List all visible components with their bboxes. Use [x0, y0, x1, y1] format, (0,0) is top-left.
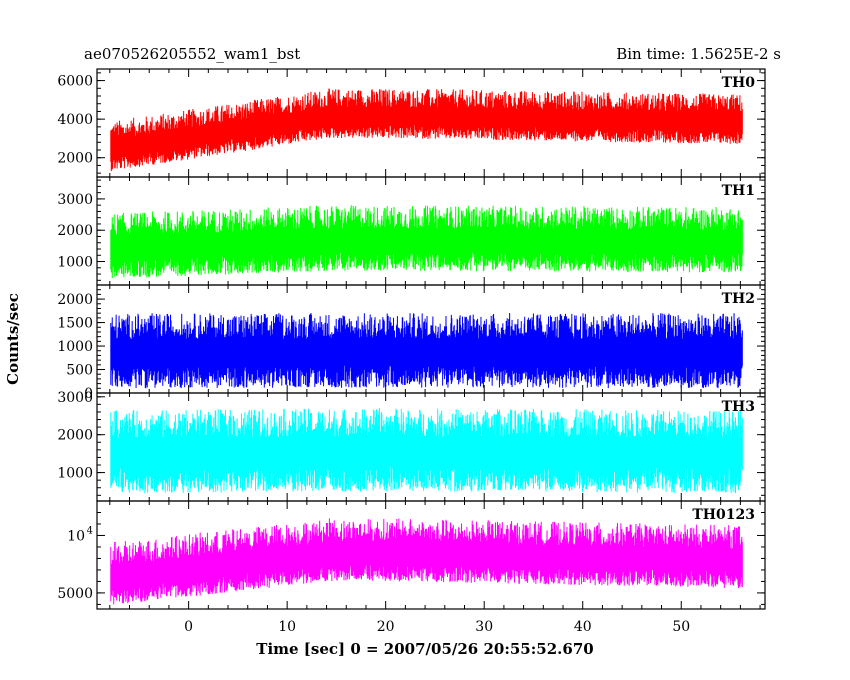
y-axis-label: Counts/sec — [4, 293, 22, 385]
series-trace-th1 — [110, 205, 743, 278]
panel-label-th2: TH2 — [722, 291, 755, 307]
x-tick-label: 20 — [377, 619, 395, 635]
panel-label-th0: TH0 — [722, 75, 756, 91]
panel-label-th0123: TH0123 — [692, 507, 755, 523]
y-tick-label: 2000 — [57, 292, 93, 308]
y-tick-label: 500 — [66, 363, 93, 379]
x-tick-label: 50 — [672, 619, 690, 635]
y-tick-label-exponent: 4 — [87, 525, 93, 536]
y-tick-label: 2000 — [57, 223, 93, 239]
y-tick-label: 2000 — [57, 428, 93, 444]
x-tick-label: 30 — [475, 619, 493, 635]
y-tick-label: 5000 — [57, 586, 93, 602]
x-axis-label: Time [sec] 0 = 2007/05/26 20:55:52.670 — [256, 640, 593, 658]
y-tick-label: 1000 — [57, 466, 93, 482]
chart-title-right: Bin time: 1.5625E-2 s — [616, 45, 781, 63]
y-tick-label: 10 — [67, 528, 85, 544]
panel-frame-th0123 — [96, 500, 766, 610]
series-trace-th2 — [110, 313, 743, 389]
panel-label-th1: TH1 — [722, 183, 755, 199]
series-trace-th3 — [110, 408, 743, 494]
y-tick-label: 6000 — [57, 74, 93, 90]
panel-label-th3: TH3 — [722, 399, 755, 415]
y-tick-label: 3000 — [57, 390, 93, 406]
y-tick-label: 4000 — [57, 112, 93, 128]
y-tick-label: 3000 — [57, 192, 93, 208]
series-trace-th0 — [110, 88, 743, 172]
y-tick-label: 1500 — [57, 316, 93, 332]
x-tick-label: 40 — [574, 619, 592, 635]
x-tick-label: 10 — [278, 619, 296, 635]
y-tick-label: 2000 — [57, 151, 93, 167]
chart-title-left: ae070526205552_wam1_bst — [84, 45, 300, 63]
y-tick-label: 1000 — [57, 255, 93, 271]
y-tick-label: 1000 — [57, 339, 93, 355]
x-tick-label: 0 — [184, 619, 193, 635]
series-trace-th0123 — [110, 518, 743, 605]
y-tick-label: 0 — [84, 386, 93, 402]
